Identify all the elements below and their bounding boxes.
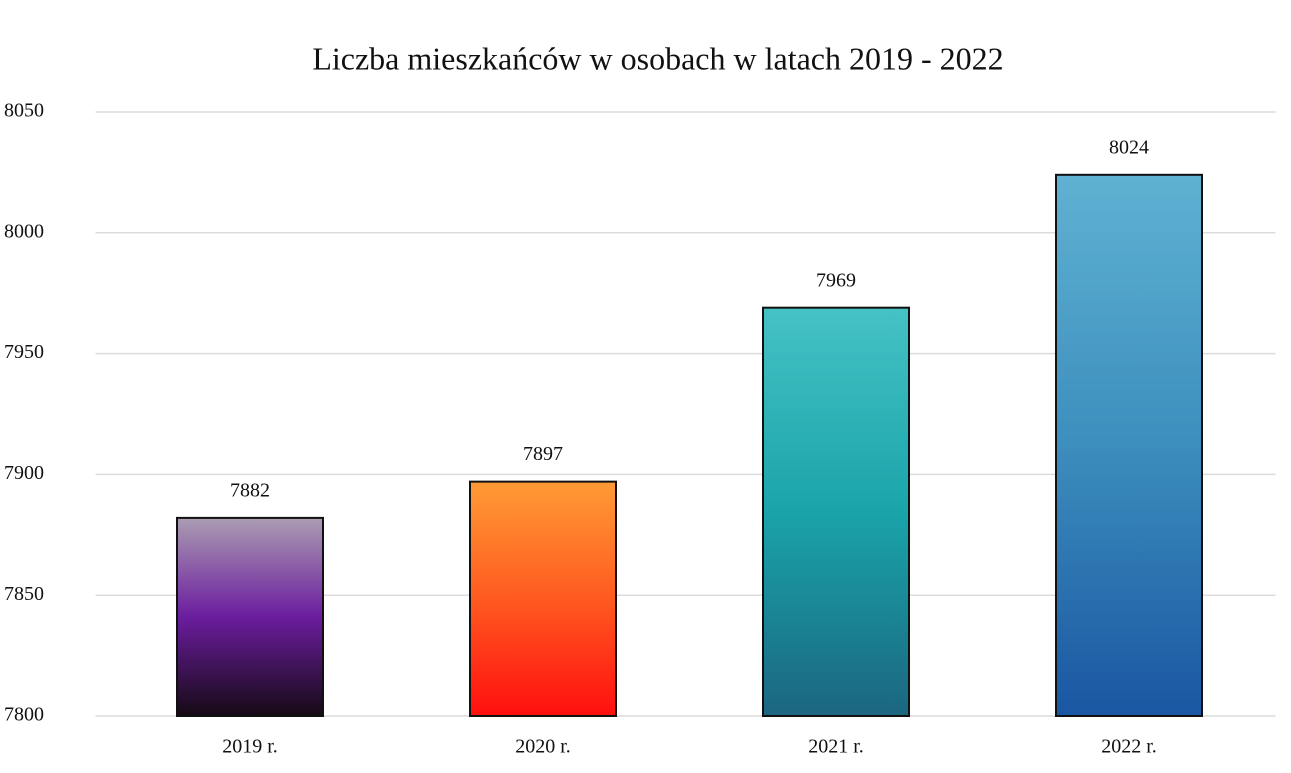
- y-tick-label: 7900: [4, 462, 44, 484]
- y-tick-label: 7950: [4, 341, 44, 363]
- y-tick-label: 8000: [4, 220, 44, 242]
- data-label: 7969: [816, 269, 856, 291]
- x-tick-label: 2020 r.: [515, 736, 571, 758]
- bar: [1055, 173, 1203, 718]
- bar: [762, 306, 910, 717]
- x-tick-label: 2022 r.: [1101, 736, 1157, 758]
- y-tick-label: 7800: [4, 704, 44, 726]
- y-tick-label: 7850: [4, 583, 44, 605]
- data-label: 7882: [230, 479, 270, 501]
- x-tick-label: 2019 r.: [222, 736, 278, 758]
- bar: [176, 516, 324, 717]
- chart-title: Liczba mieszkańców w osobach w latach 20…: [312, 40, 1003, 76]
- y-tick-label: 8050: [4, 100, 44, 122]
- bar: [469, 480, 617, 718]
- data-label: 7897: [523, 443, 563, 465]
- data-label: 8024: [1109, 136, 1149, 158]
- x-tick-label: 2021 r.: [808, 736, 864, 758]
